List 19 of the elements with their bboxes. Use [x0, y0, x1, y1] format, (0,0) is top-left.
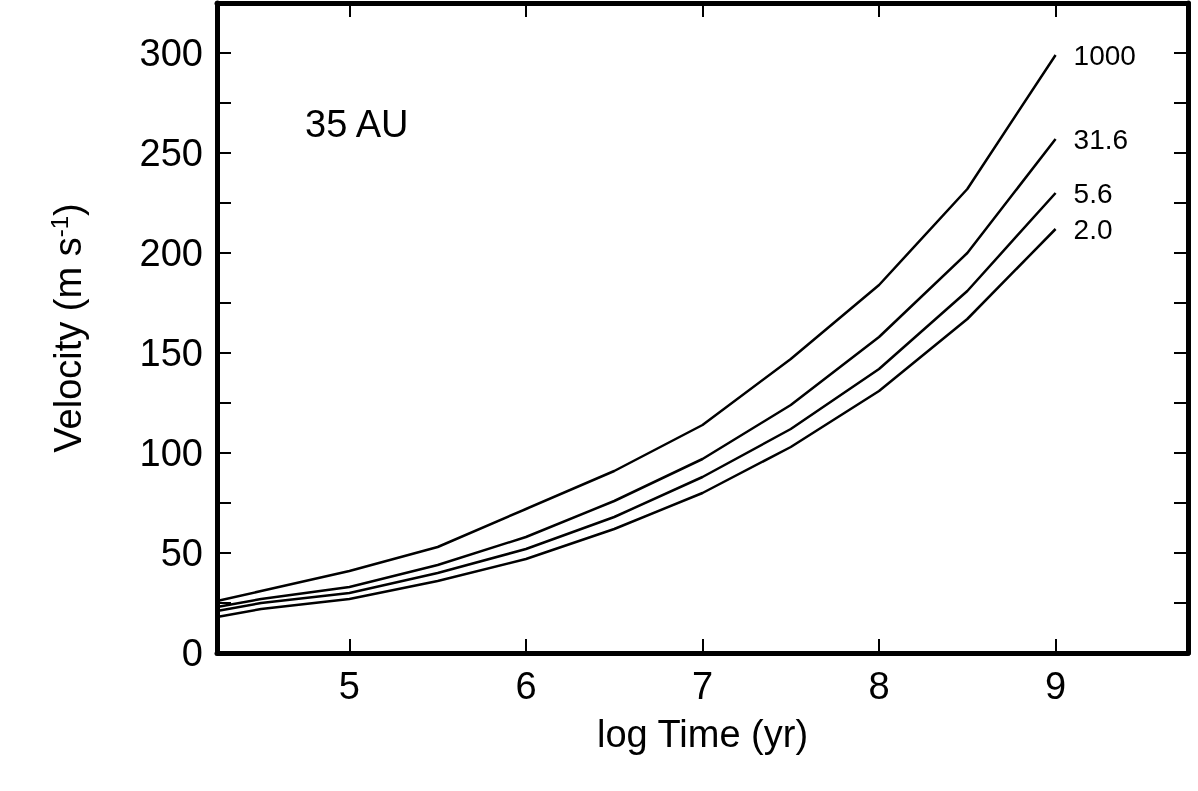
x-tick-label: 8	[868, 665, 890, 707]
y-tick-label: 200	[139, 232, 203, 274]
legend-label: 5.6	[1073, 177, 1113, 209]
y-tick-label: 300	[139, 32, 203, 74]
y-tick-label: 0	[181, 632, 203, 674]
x-tick-label: 7	[691, 665, 714, 707]
y-tick-label: 150	[139, 332, 203, 374]
annotation: 35 AU	[305, 103, 409, 145]
y-tick-label: 50	[160, 532, 203, 574]
legend-label: 31.6	[1073, 123, 1129, 155]
x-axis-title: log Time (yr)	[596, 713, 809, 755]
series-label: 2.0	[1073, 213, 1113, 245]
legend-label: 1000	[1073, 39, 1136, 71]
x-tick-label: 5	[338, 665, 360, 707]
y-axis-title: Velocity (m s-1)	[45, 203, 89, 453]
x-tick-label: 9	[1045, 665, 1067, 707]
y-tick-label: 250	[139, 132, 203, 174]
x-tick-label: 6	[515, 665, 537, 707]
y-tick-label: 100	[139, 432, 203, 474]
